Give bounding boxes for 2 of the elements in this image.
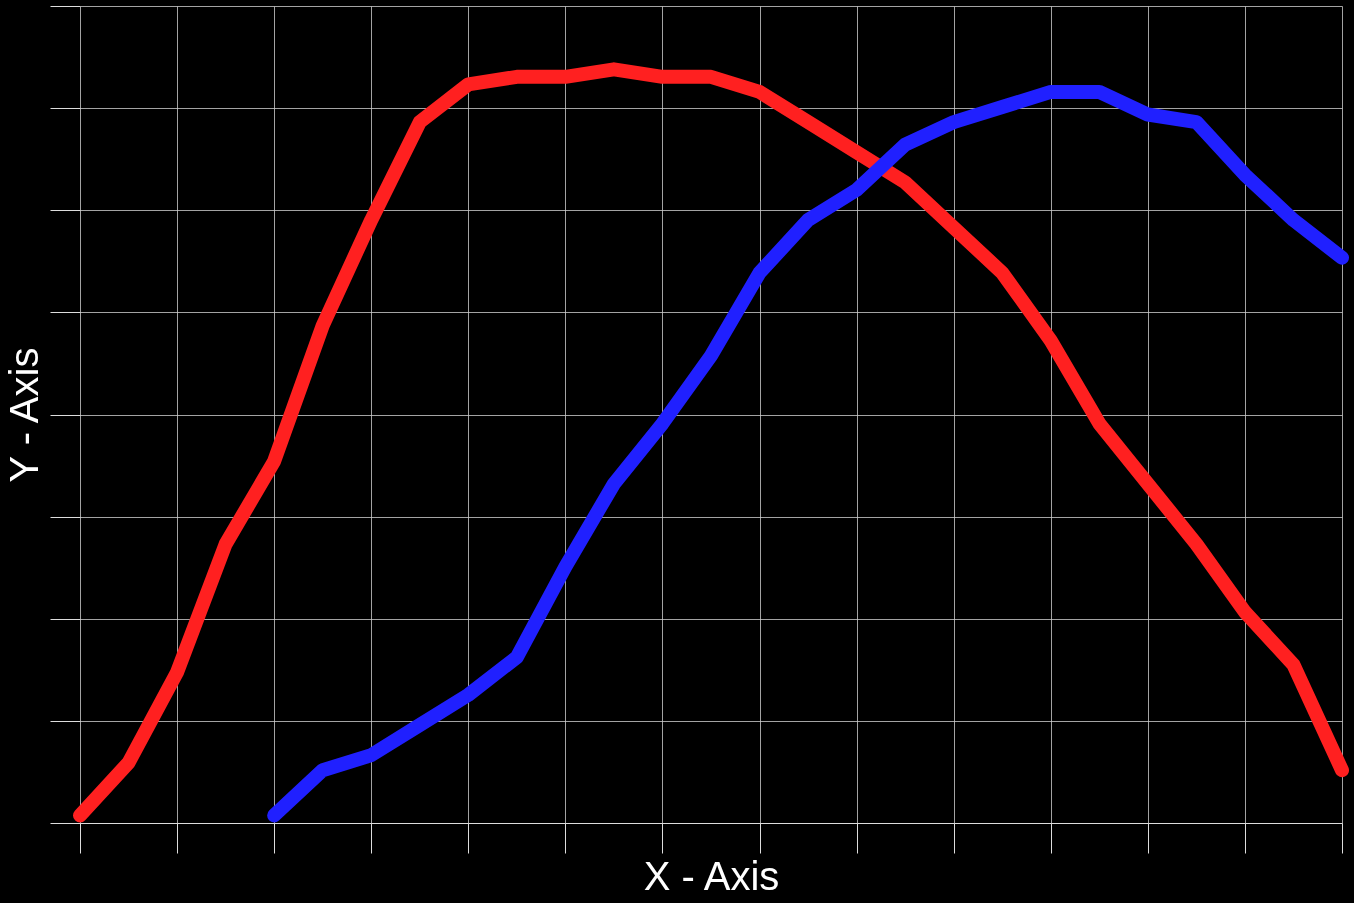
- y-axis-title: Y - Axis: [2, 347, 46, 483]
- x-axis-title: X - Axis: [643, 854, 780, 898]
